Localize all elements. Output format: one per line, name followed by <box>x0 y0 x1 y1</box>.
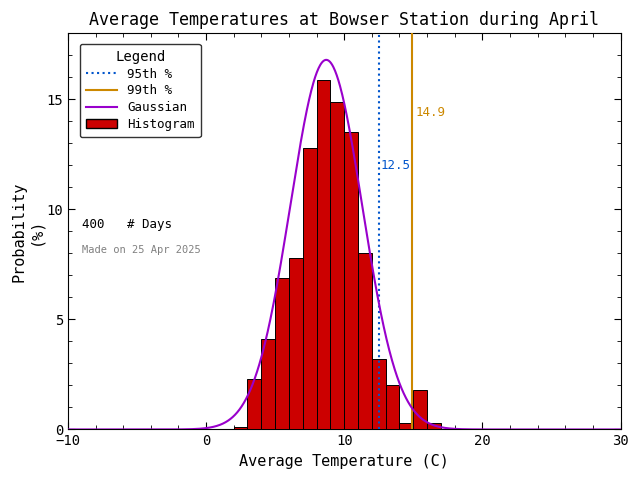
Bar <box>399 423 413 430</box>
Bar <box>358 253 372 430</box>
Title: Average Temperatures at Bowser Station during April: Average Temperatures at Bowser Station d… <box>89 11 599 29</box>
Bar <box>289 258 303 430</box>
Bar <box>413 390 427 430</box>
Bar <box>386 385 399 430</box>
Y-axis label: Probability
(%): Probability (%) <box>11 181 44 282</box>
Bar <box>344 132 358 430</box>
Bar <box>372 359 386 430</box>
Bar <box>427 423 441 430</box>
Bar <box>234 427 248 430</box>
Text: Made on 25 Apr 2025: Made on 25 Apr 2025 <box>82 245 200 255</box>
Text: 400   # Days: 400 # Days <box>82 217 172 230</box>
Bar <box>330 102 344 430</box>
Bar <box>317 80 330 430</box>
Bar <box>303 148 317 430</box>
Bar <box>261 339 275 430</box>
Bar <box>248 379 261 430</box>
Text: 14.9: 14.9 <box>415 106 445 119</box>
Text: 12.5: 12.5 <box>381 159 411 172</box>
Bar <box>275 277 289 430</box>
Legend: 95th %, 99th %, Gaussian, Histogram: 95th %, 99th %, Gaussian, Histogram <box>79 44 201 137</box>
X-axis label: Average Temperature (C): Average Temperature (C) <box>239 454 449 469</box>
